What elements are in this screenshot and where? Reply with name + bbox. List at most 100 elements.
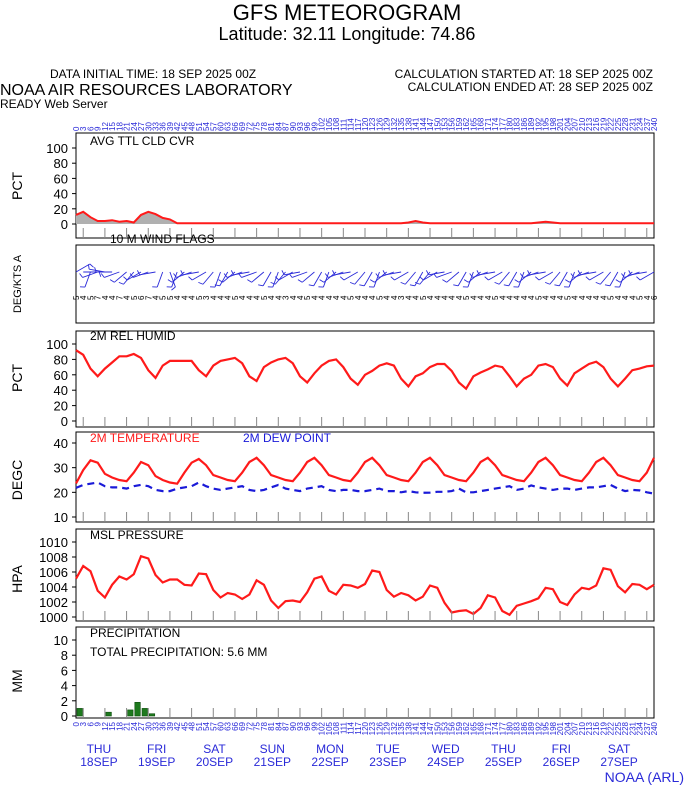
wind-barb-shaft xyxy=(363,271,373,287)
wind-barb-flag xyxy=(173,273,177,278)
cloud-ytick-label: 0 xyxy=(61,217,68,232)
bottom-hour-label: 12 xyxy=(101,721,110,730)
bottom-hour-label: 102 xyxy=(318,721,327,735)
bottom-hour-label: 162 xyxy=(462,721,471,735)
top-hour-label: 3 xyxy=(79,126,88,131)
bottom-hour-label: 225 xyxy=(614,721,623,735)
wind-speed-label: 4 xyxy=(108,295,117,300)
cloud-title: AVG TTL CLD CVR xyxy=(90,134,195,148)
top-hour-label: 123 xyxy=(368,117,377,131)
day-date-label: 25SEP xyxy=(485,755,522,769)
temp-ytick-label: 10 xyxy=(54,510,68,525)
wind-barb-shaft xyxy=(262,271,272,287)
bottom-hour-label: 177 xyxy=(498,721,507,735)
wind-barb-shaft xyxy=(182,271,199,276)
wind-barb-flag xyxy=(332,270,336,275)
pressure-ytick-label: 1000 xyxy=(39,610,68,625)
wind-speed-label: 3 xyxy=(202,295,211,300)
wind-barb-flag xyxy=(534,276,540,281)
top-hour-label: 12 xyxy=(101,122,110,131)
wind-barb-flag xyxy=(494,281,500,285)
wind-barb-flag xyxy=(433,273,438,278)
bottom-hour-label: 240 xyxy=(650,721,659,735)
bottom-hour-label: 63 xyxy=(224,721,233,730)
wind-speed-label: 4 xyxy=(79,295,88,300)
pressure-ytick-label: 1002 xyxy=(39,595,68,610)
bottom-hour-label: 159 xyxy=(455,721,464,735)
top-hour-label: 153 xyxy=(440,117,449,131)
wind-barb-flag xyxy=(544,281,550,285)
wind-barb-shaft xyxy=(568,271,575,288)
bottom-hour-label: 237 xyxy=(643,721,652,735)
wind-speed-label: 7 xyxy=(115,295,124,300)
wind-speed-label: 5 xyxy=(166,295,175,300)
top-hour-label: 78 xyxy=(260,122,269,131)
day-weekday-label: FRI xyxy=(552,742,571,756)
top-hour-label: 21 xyxy=(123,122,132,131)
wind-barb-shaft xyxy=(600,271,611,285)
wind-title: 10 M WIND FLAGS xyxy=(110,232,215,246)
top-hour-label: 96 xyxy=(303,122,312,131)
rh-ytick-label: 40 xyxy=(54,383,68,398)
wind-speed-label: 4 xyxy=(578,295,587,300)
top-hour-label: 105 xyxy=(325,117,334,131)
wind-barb-flag xyxy=(503,284,509,287)
wind-barb-flag xyxy=(319,279,325,283)
wind-speed-label: 5 xyxy=(607,295,616,300)
bottom-hour-label: 21 xyxy=(123,721,132,730)
wind-speed-label: 4 xyxy=(484,295,493,300)
wind-frame xyxy=(75,244,655,324)
wind-barb-flag xyxy=(270,281,276,285)
precip-ytick-label: 2 xyxy=(61,694,68,709)
cloud-cover-line xyxy=(75,210,654,225)
wind-barb-flag xyxy=(100,273,105,278)
wind-speed-label: 5 xyxy=(195,295,204,300)
wind-barb-flag xyxy=(79,273,83,278)
wind-barb-shaft xyxy=(373,271,380,288)
wind-speed-label: 4 xyxy=(332,295,341,300)
dewpoint-line xyxy=(75,481,655,495)
top-hour-label: 174 xyxy=(491,117,500,131)
wind-barb-flag xyxy=(375,273,380,278)
top-hour-label: 198 xyxy=(549,117,558,131)
precip-ytick-label: 10 xyxy=(54,633,68,648)
wind-barb-flag xyxy=(390,276,395,281)
bottom-hour-label: 132 xyxy=(390,721,399,735)
bottom-hour-label: 156 xyxy=(448,721,457,735)
lab-name: NOAA AIR RESOURCES LABORATORY xyxy=(0,82,293,99)
top-hour-label: 63 xyxy=(224,122,233,131)
top-hour-label: 120 xyxy=(361,117,370,131)
wind-barb-flag xyxy=(94,267,97,273)
top-hour-label: 195 xyxy=(542,117,551,131)
rel-humidity-line xyxy=(75,349,655,391)
wind-speed-label: 5 xyxy=(375,295,384,300)
rh-ytick-label: 0 xyxy=(61,414,68,429)
wind-barb-flag xyxy=(98,271,102,277)
wind-barb-shaft xyxy=(630,271,647,276)
wind-barb-shaft xyxy=(313,271,323,287)
top-hour-label: 129 xyxy=(383,117,392,131)
wind-barb-shaft xyxy=(619,271,626,288)
wind-barb-flag xyxy=(218,279,223,283)
wind-speed-label: 7 xyxy=(94,295,103,300)
top-hour-label: 117 xyxy=(354,118,363,131)
day-weekday-label: SAT xyxy=(608,742,631,756)
wind-barb-flag xyxy=(288,273,293,278)
top-hour-label: 228 xyxy=(621,117,630,131)
wind-barb-flag xyxy=(442,279,447,283)
wind-barb-shaft xyxy=(479,271,496,276)
bottom-hour-label: 228 xyxy=(621,721,630,735)
bottom-hour-label: 150 xyxy=(433,721,442,735)
top-hour-label: 36 xyxy=(159,122,168,131)
wind-speed-label: 4 xyxy=(448,295,457,300)
top-hour-label: 48 xyxy=(188,122,197,131)
wind-barb-shaft xyxy=(301,271,315,283)
top-hour-label: 222 xyxy=(607,117,616,131)
wind-barb-flag xyxy=(400,281,406,285)
bottom-hour-label: 42 xyxy=(173,721,182,730)
wind-barb-shaft xyxy=(558,271,568,287)
bottom-hour-label: 33 xyxy=(151,721,160,730)
rh-ylabel: PCT xyxy=(9,364,25,392)
bottom-hour-label: 84 xyxy=(274,721,283,730)
wind-speed-label: 4 xyxy=(101,295,110,300)
